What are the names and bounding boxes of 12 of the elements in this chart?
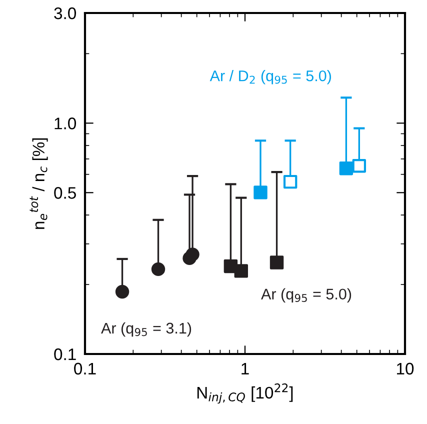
y-tick-label: 0.5 (54, 187, 76, 199)
y-tick-label: 3.0 (54, 7, 76, 20)
y-axis-title: n$_{e}$$^{tot}$ / n$_{c}$ [%] (30, 138, 48, 229)
x-tick-label: 0.1 (74, 362, 96, 375)
x-axis-title: N$_{inj,CQ}$ [10$^{22}$] (197, 383, 293, 404)
x-tick-label: 10 (397, 362, 414, 375)
annotation: Ar / D$_{2}$ (q$_{95}$ = 5.0) (210, 70, 332, 84)
y-tick-label: 1.0 (54, 118, 76, 130)
annotation: Ar (q$_{95}$ = 5.0) (261, 288, 352, 303)
annotation: Ar (q$_{95}$ = 3.1) (101, 322, 192, 337)
y-tick-label: 0.1 (54, 348, 76, 360)
x-tick-label: 1 (242, 362, 249, 374)
